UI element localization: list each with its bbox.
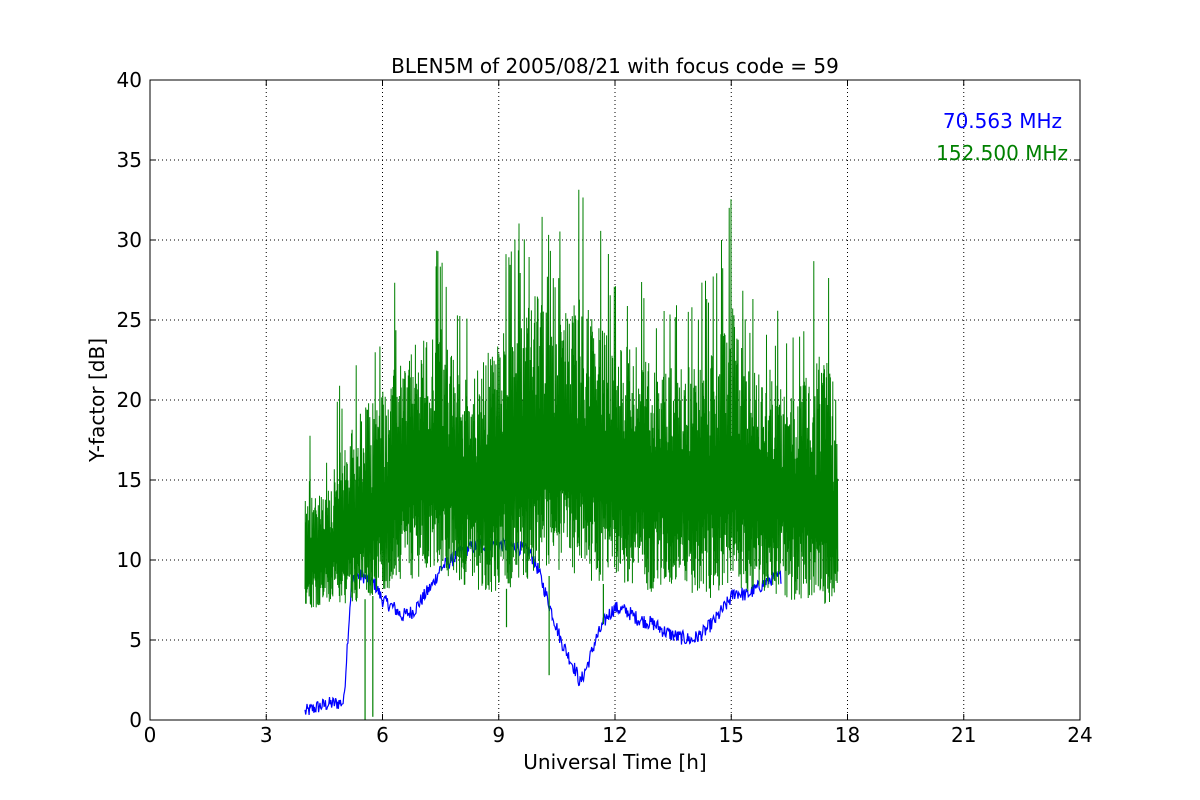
series-layer: [304, 189, 839, 720]
y-tick-label: 10: [117, 548, 142, 572]
y-tick-label: 20: [117, 388, 142, 412]
x-tick-label: 3: [260, 723, 273, 747]
x-tick-label: 15: [719, 723, 744, 747]
y-tick-label: 0: [129, 708, 142, 732]
x-tick-label: 0: [144, 723, 157, 747]
y-axis-label: Y-factor [dB]: [85, 338, 109, 463]
y-tick-label: 15: [117, 468, 142, 492]
x-tick-label: 21: [951, 723, 976, 747]
tick-layer: [149, 79, 1081, 721]
y-tick-label: 30: [117, 228, 142, 252]
y-tick-label: 40: [117, 68, 142, 92]
x-tick-label: 9: [492, 723, 505, 747]
series-152-500-line: [304, 189, 839, 608]
series-70-563-line: [304, 537, 782, 716]
x-tick-label: 12: [602, 723, 627, 747]
x-tick-label: 18: [835, 723, 860, 747]
legend-series-2: 152.500 MHz: [936, 141, 1068, 165]
y-tick-labels: 0 5 10 15 20 25 30 35 40: [117, 68, 142, 732]
y-tick-label: 35: [117, 148, 142, 172]
x-tick-labels: 0 3 6 9 12 15 18 21 24: [144, 723, 1093, 747]
x-tick-label: 24: [1067, 723, 1092, 747]
y-tick-label: 25: [117, 308, 142, 332]
chart-title: BLEN5M of 2005/08/21 with focus code = 5…: [391, 54, 839, 78]
x-tick-label: 6: [376, 723, 389, 747]
y-tick-label: 5: [129, 628, 142, 652]
legend-series-1: 70.563 MHz: [943, 109, 1062, 133]
x-axis-label: Universal Time [h]: [523, 750, 706, 774]
